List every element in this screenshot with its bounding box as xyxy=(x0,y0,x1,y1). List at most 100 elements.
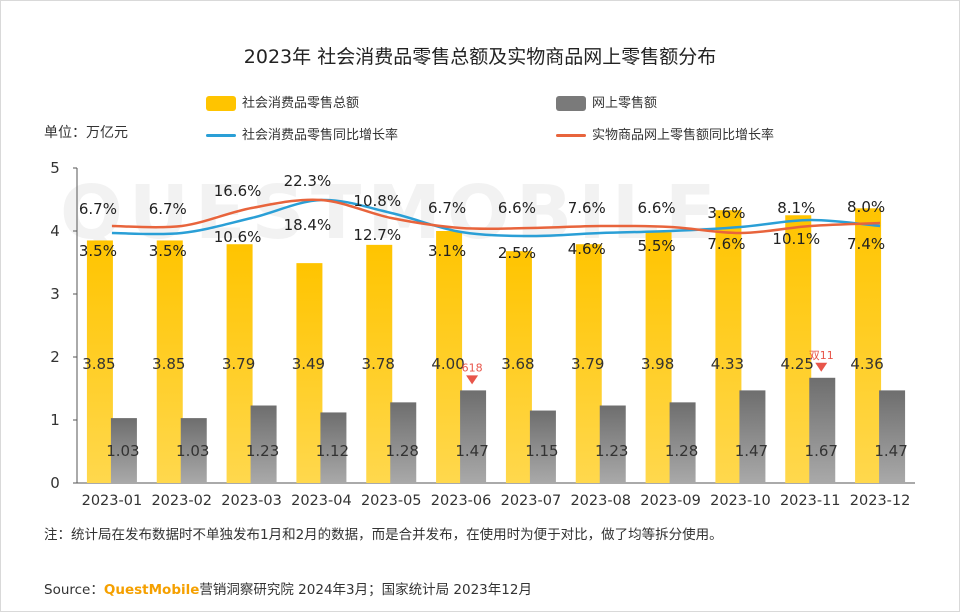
source-prefix: Source： xyxy=(44,582,104,598)
data-label-online-growth: 6.6% xyxy=(638,199,676,217)
data-label-total-retail: 4.33 xyxy=(711,355,744,373)
legend-label-retail-growth: 社会消费品零售同比增长率 xyxy=(242,128,399,143)
data-label-online-retail: 1.47 xyxy=(735,442,768,460)
data-label-total-retail: 3.79 xyxy=(571,355,604,373)
data-label-total-retail: 3.85 xyxy=(82,355,115,373)
data-label-retail-growth: 7.4% xyxy=(847,235,885,253)
data-label-online-retail: 1.12 xyxy=(316,442,349,460)
data-label-online-retail: 1.15 xyxy=(525,442,558,460)
bar-total-retail xyxy=(296,263,323,483)
data-label-online-retail: 1.47 xyxy=(455,442,488,460)
data-label-retail-growth: 5.5% xyxy=(638,237,676,255)
bar-total-retail xyxy=(785,215,812,483)
data-label-online-retail: 1.23 xyxy=(595,442,628,460)
bar-total-retail xyxy=(575,244,602,483)
legend-swatch-retail-growth xyxy=(206,134,236,137)
bar-online-retail xyxy=(110,418,137,483)
bar-total-retail xyxy=(645,232,672,483)
legend-label-online-growth: 实物商品网上零售额同比增长率 xyxy=(592,128,775,143)
data-label-retail-growth: 7.6% xyxy=(707,235,745,253)
data-label-online-retail: 1.03 xyxy=(106,442,139,460)
data-label-retail-growth: 3.1% xyxy=(428,242,466,260)
data-label-online-retail: 1.03 xyxy=(176,442,209,460)
legend-item-total-retail: 社会消费品零售总额 xyxy=(206,92,359,111)
bar-total-retail xyxy=(86,240,113,483)
data-label-total-retail: 3.98 xyxy=(641,355,674,373)
data-label-retail-growth: 10.6% xyxy=(214,228,262,246)
x-tick-label: 2023-08 xyxy=(570,493,631,509)
x-tick-label: 2023-10 xyxy=(710,493,771,509)
x-tick-label: 2023-03 xyxy=(221,493,282,509)
data-label-total-retail: 3.78 xyxy=(362,355,395,373)
x-tick-label: 2023-04 xyxy=(291,493,352,509)
bar-total-retail xyxy=(715,210,742,483)
data-label-retail-growth: 3.5% xyxy=(149,242,187,260)
x-tick-label: 2023-09 xyxy=(640,493,701,509)
source-brand: QuestMobile xyxy=(103,582,200,598)
data-label-online-growth: 22.3% xyxy=(284,172,332,190)
data-label-online-growth: 6.7% xyxy=(428,199,466,217)
y-tick-label: 3 xyxy=(50,285,60,303)
line-retail-growth xyxy=(111,198,881,238)
bar-total-retail xyxy=(366,244,393,483)
data-label-online-growth: 6.6% xyxy=(498,199,536,217)
bar-online-retail xyxy=(599,405,626,483)
bar-total-retail xyxy=(226,244,253,483)
legend-swatch-online-retail xyxy=(556,96,586,111)
x-tick-label: 2023-01 xyxy=(82,493,143,509)
data-label-retail-growth: 18.4% xyxy=(284,216,332,234)
data-label-online-growth: 10.8% xyxy=(353,192,401,210)
x-tick-label: 2023-12 xyxy=(850,493,911,509)
x-tick-label: 2023-07 xyxy=(501,493,562,509)
data-label-total-retail: 3.85 xyxy=(152,355,185,373)
x-tick-label: 2023-05 xyxy=(361,493,422,509)
source-rest: 营销洞察研究院 2024年3月；国家统计局 2023年12月 xyxy=(199,582,532,598)
data-label-total-retail: 3.68 xyxy=(501,355,534,373)
y-tick-label: 5 xyxy=(50,159,60,177)
event-label: 双11 xyxy=(809,349,834,362)
data-label-online-retail: 1.47 xyxy=(874,442,907,460)
bar-online-retail xyxy=(739,390,766,483)
legend-label-online-retail: 网上零售额 xyxy=(592,96,658,111)
bar-online-retail xyxy=(180,418,207,483)
data-label-retail-growth: 3.5% xyxy=(79,242,117,260)
bar-online-retail xyxy=(529,410,556,483)
bar-online-retail xyxy=(390,402,417,483)
data-label-retail-growth: 12.7% xyxy=(353,226,401,244)
chart-title: 2023年 社会消费品零售总额及实物商品网上零售额分布 xyxy=(243,46,717,68)
bar-total-retail xyxy=(505,251,532,483)
data-label-retail-growth: 4.6% xyxy=(568,240,606,258)
data-label-online-growth: 8.0% xyxy=(847,198,885,216)
data-label-total-retail: 3.49 xyxy=(292,355,325,373)
bar-online-retail xyxy=(669,402,696,483)
data-label-online-growth: 16.6% xyxy=(214,182,262,200)
legend-swatch-total-retail xyxy=(206,96,236,111)
data-label-online-growth: 8.1% xyxy=(777,199,815,217)
data-label-online-retail: 1.28 xyxy=(386,442,419,460)
x-tick-label: 2023-11 xyxy=(780,493,841,509)
bar-online-retail xyxy=(250,405,277,483)
bar-online-retail xyxy=(320,412,347,483)
event-marker-icon xyxy=(815,362,828,372)
bar-total-retail xyxy=(156,240,183,483)
bar-total-retail xyxy=(855,208,882,483)
y-tick-label: 0 xyxy=(50,474,60,492)
event-label: 618 xyxy=(462,361,483,374)
footnote: 注：统计局在发布数据时不单独发布1月和2月的数据，而是合并发布，在使用时为便于对… xyxy=(44,527,723,543)
unit-label: 单位：万亿元 xyxy=(44,125,128,141)
y-tick-label: 2 xyxy=(50,348,60,366)
bar-online-retail xyxy=(879,390,906,483)
data-label-total-retail: 4.36 xyxy=(850,355,883,373)
bar-total-retail xyxy=(436,231,463,483)
data-label-total-retail: 4.25 xyxy=(781,355,814,373)
data-label-total-retail: 3.79 xyxy=(222,355,255,373)
legend-swatch-online-growth xyxy=(556,134,586,137)
data-label-online-growth: 3.6% xyxy=(707,204,745,222)
data-label-online-growth: 7.6% xyxy=(568,199,606,217)
source-line: Source：QuestMobile营销洞察研究院 2024年3月；国家统计局 … xyxy=(44,578,532,598)
legend-label-total-retail: 社会消费品零售总额 xyxy=(242,96,360,111)
data-label-retail-growth: 2.5% xyxy=(498,244,536,262)
data-label-online-growth: 6.7% xyxy=(149,200,187,218)
x-tick-label: 2023-06 xyxy=(431,493,492,509)
